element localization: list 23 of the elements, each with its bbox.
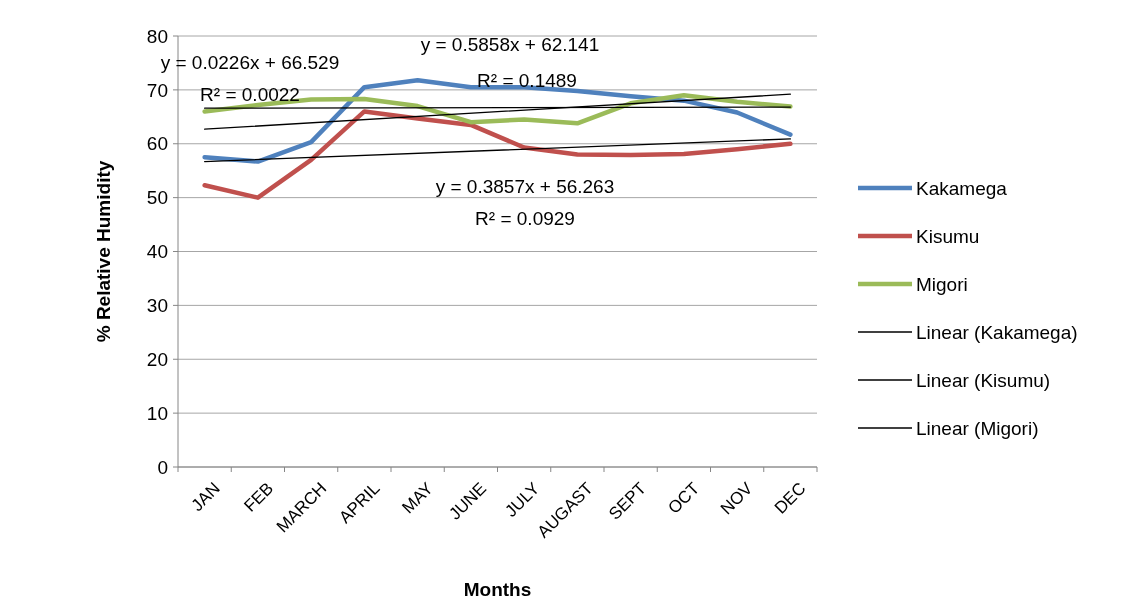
legend-label: Linear (Kakamega) xyxy=(916,321,1078,343)
y-tick-label: 80 xyxy=(146,25,168,47)
legend-label: Kakamega xyxy=(916,177,1008,199)
line-series xyxy=(202,109,793,200)
y-axis-title: % Relative Humidity xyxy=(93,160,114,343)
y-tick-label: 20 xyxy=(146,348,168,370)
x-axis-title: Months xyxy=(463,579,532,600)
y-tick-label: 50 xyxy=(146,187,168,209)
y-tick-label: 60 xyxy=(146,133,168,155)
y-tick-label: 40 xyxy=(146,241,168,263)
legend-label: Migori xyxy=(916,273,968,295)
annotation: R² = 0.0022 xyxy=(200,83,300,105)
legend-label: Linear (Migori) xyxy=(916,417,1039,439)
y-tick-label: 10 xyxy=(146,402,168,424)
legend-label: Kisumu xyxy=(916,225,980,247)
annotation: y = 0.3857x + 56.263 xyxy=(435,175,615,197)
annotation: y = 0.0226x + 66.529 xyxy=(160,51,340,73)
annotation: R² = 0.0929 xyxy=(475,207,575,229)
y-tick-label: 0 xyxy=(157,456,168,478)
legend-label: Linear (Kisumu) xyxy=(916,369,1051,391)
y-tick-label: 30 xyxy=(146,295,168,317)
y-tick-label: 70 xyxy=(146,79,168,101)
annotation: y = 0.5858x + 62.141 xyxy=(420,33,600,55)
